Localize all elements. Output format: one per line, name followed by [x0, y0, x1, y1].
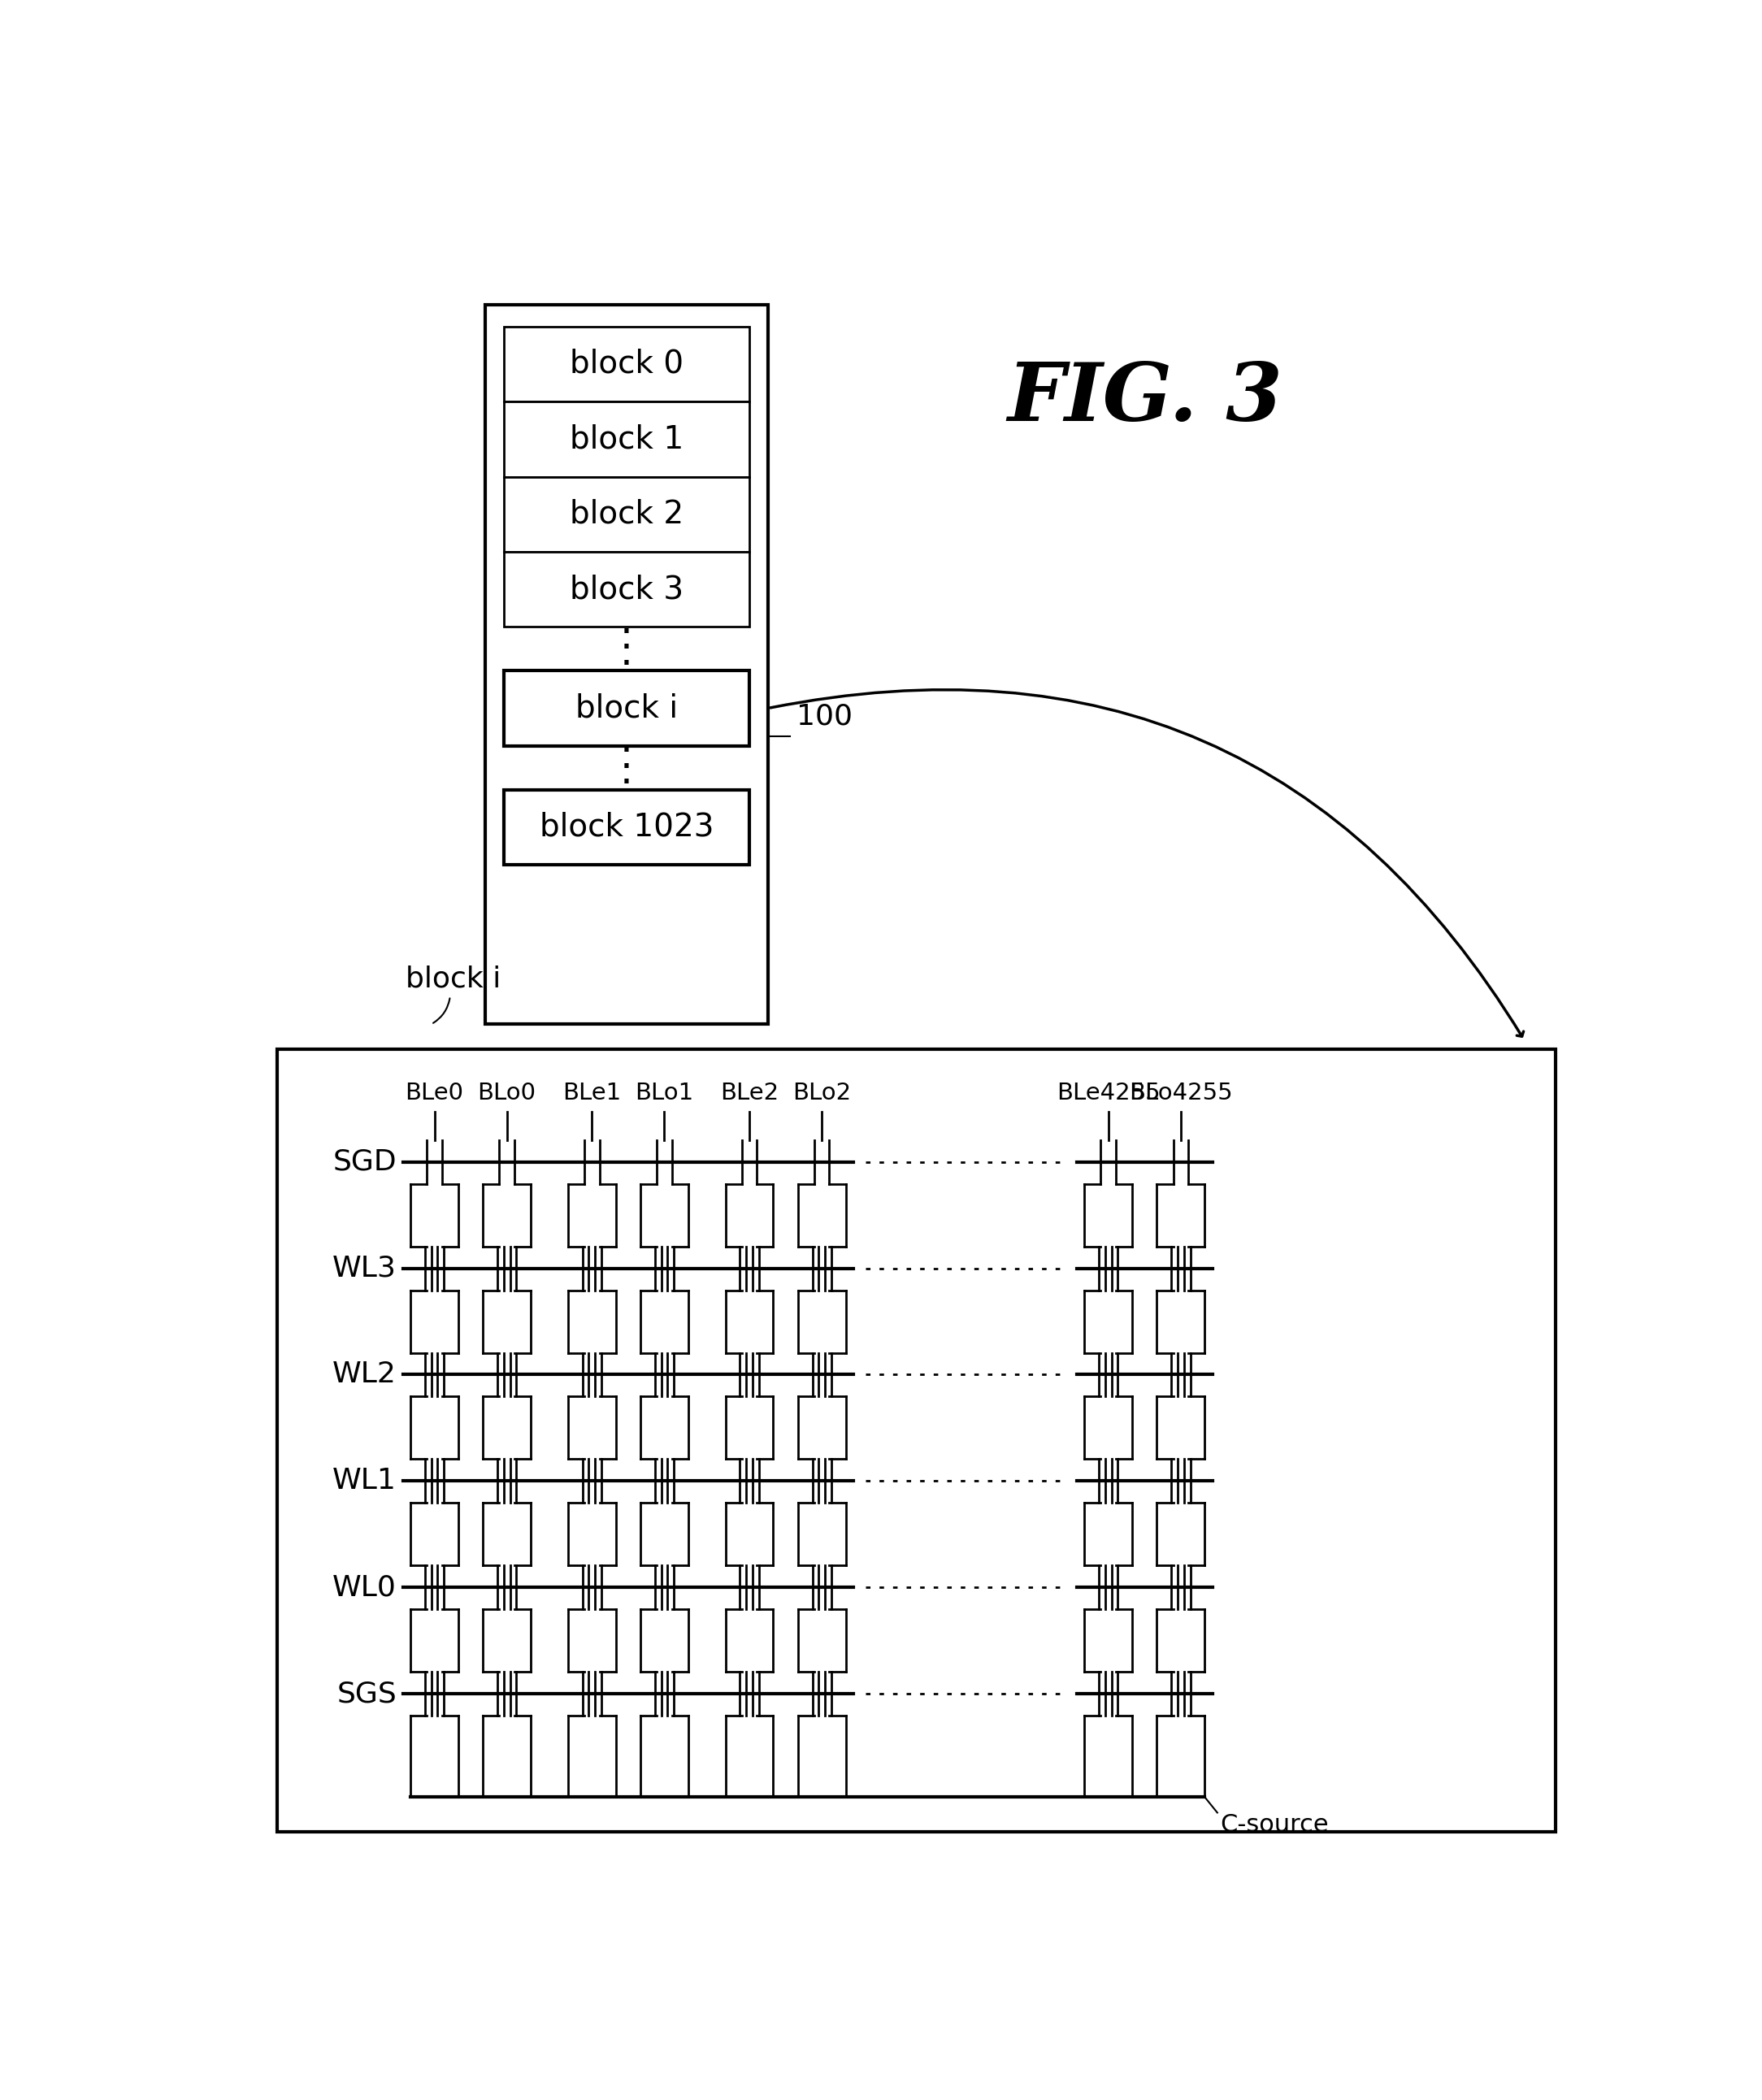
Text: ·: · — [620, 748, 633, 788]
Text: ·: · — [620, 645, 633, 685]
Text: BLo2: BLo2 — [793, 1082, 851, 1105]
Text: WL1: WL1 — [333, 1468, 396, 1495]
Text: ·: · — [620, 764, 633, 802]
Bar — [504, 477, 749, 552]
Bar — [504, 552, 749, 626]
Text: BLe4255: BLe4255 — [1057, 1082, 1159, 1105]
Text: FIG. 3: FIG. 3 — [1008, 359, 1283, 437]
Text: block 3: block 3 — [569, 573, 684, 605]
Text: WL3: WL3 — [333, 1254, 396, 1283]
Text: block 1: block 1 — [569, 424, 684, 454]
Text: BLo4255: BLo4255 — [1129, 1082, 1233, 1105]
Text: block i: block i — [405, 966, 500, 993]
Bar — [504, 670, 749, 745]
Text: WL2: WL2 — [333, 1361, 396, 1388]
Text: SGD: SGD — [333, 1149, 396, 1176]
Bar — [504, 401, 749, 477]
Text: block 1023: block 1023 — [539, 811, 714, 842]
Bar — [504, 790, 749, 865]
Text: BLo0: BLo0 — [478, 1082, 536, 1105]
Text: WL0: WL0 — [333, 1573, 396, 1600]
Text: BLe2: BLe2 — [721, 1082, 779, 1105]
Text: BLe1: BLe1 — [562, 1082, 622, 1105]
Text: ·: · — [620, 630, 633, 668]
Text: SGS: SGS — [337, 1680, 396, 1707]
Text: block 2: block 2 — [569, 500, 684, 529]
Text: ·: · — [620, 733, 633, 771]
Text: ·: · — [620, 613, 633, 653]
Bar — [504, 325, 749, 401]
Bar — [277, 1050, 1556, 1831]
Text: BLo1: BLo1 — [634, 1082, 694, 1105]
Text: BLe0: BLe0 — [405, 1082, 463, 1105]
Text: 100: 100 — [796, 704, 853, 731]
Text: block 0: block 0 — [569, 349, 684, 380]
Text: block i: block i — [574, 693, 678, 724]
Text: C-source: C-source — [1221, 1814, 1329, 1837]
Bar — [485, 304, 768, 1025]
